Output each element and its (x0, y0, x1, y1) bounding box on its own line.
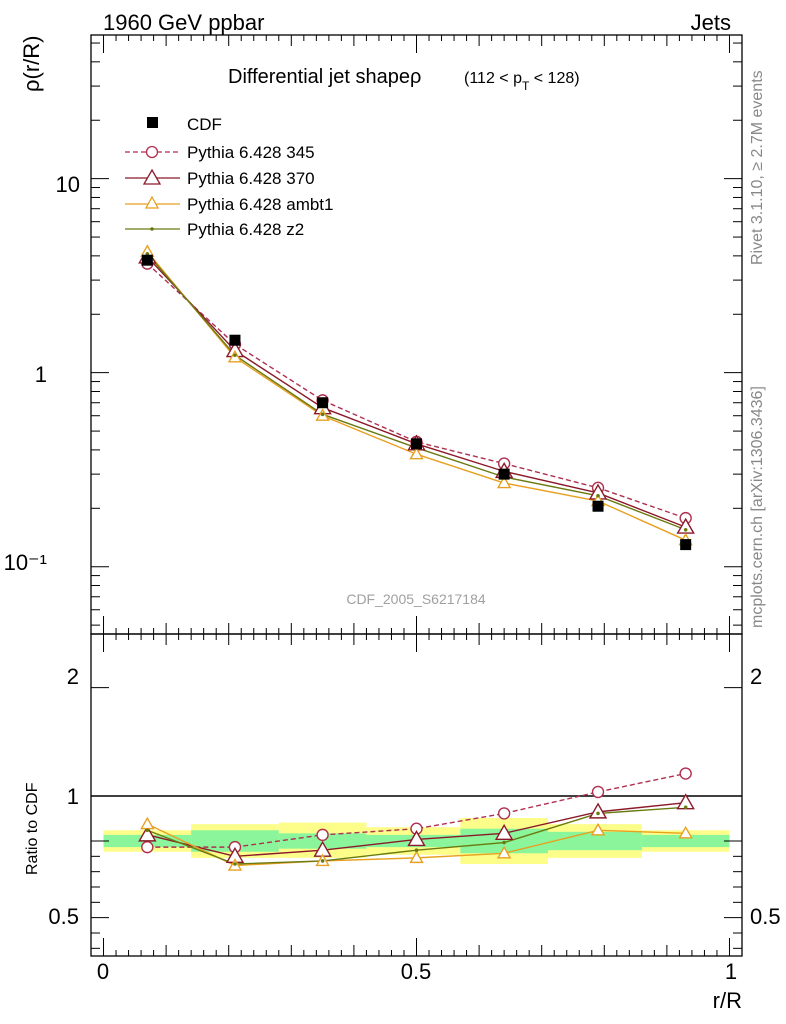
legend-marker-data (147, 117, 158, 128)
ratio-point-1 (407, 830, 426, 847)
main-series-points (138, 244, 695, 551)
chart-title-symbol: ρ (410, 66, 421, 88)
ratio-point-1 (494, 823, 514, 841)
ratio-point-3 (145, 828, 150, 833)
data-point (141, 254, 153, 266)
chart-subtitle-sub: T (522, 79, 530, 93)
analysis-watermark: CDF_2005_S6217184 (346, 591, 486, 607)
chart-title: Differential jet shapeρ (228, 66, 421, 88)
series-point-3 (596, 493, 600, 498)
series-point-2 (409, 446, 424, 460)
x-tick-label-0: 0 (97, 959, 109, 984)
ratio-tick-label-left-0.5: 0.5 (48, 904, 79, 929)
data-point (229, 334, 241, 346)
header-left: 1960 GeV ppbar (103, 10, 264, 35)
x-tick-label-0.5: 0.5 (401, 959, 432, 984)
ratio-point-2 (590, 822, 606, 836)
legend-marker-370 (142, 168, 162, 185)
series-point-3 (233, 353, 237, 358)
data-point (317, 397, 329, 409)
legend-label-370: Pythia 6.428 370 (187, 169, 315, 188)
legend-marker-z2 (150, 227, 154, 231)
ratio-point-0 (591, 785, 605, 799)
ratio-tick-label-right-2: 2 (750, 664, 762, 689)
ratio-panel: 2 1 0.5 2 0.5 Ratio to CDF 0 0.5 1 r/R (24, 633, 781, 1013)
series-point-2 (496, 475, 512, 489)
ratio-tick-label-left-1: 1 (67, 784, 79, 809)
ratio-y-axis-label: Ratio to CDF (24, 782, 41, 875)
legend-marker-345 (145, 145, 159, 159)
chart-subtitle: (112 < pT < 128) (464, 70, 580, 93)
series-point-3 (320, 412, 325, 417)
ratio-point-1 (588, 802, 608, 819)
legend-label-ambt1: Pythia 6.428 ambt1 (187, 195, 333, 214)
rivet-version-label: Rivet 3.1.10, ≥ 2.7M events (749, 70, 766, 265)
ratio-tick-label-right-0.5: 0.5 (750, 904, 781, 929)
ratio-point-3 (683, 805, 688, 810)
chart-title-main: Differential jet shape (228, 66, 410, 88)
data-point (592, 500, 604, 512)
ratio-series-points (138, 767, 695, 871)
band-inner (641, 834, 730, 848)
ratio-point-0 (497, 807, 511, 820)
y-tick-label-1: 1 (35, 362, 47, 387)
series-line-3 (146, 253, 686, 531)
ratio-point-3 (320, 859, 325, 863)
ratio-tick-label-left-2: 2 (67, 664, 79, 689)
y-tick-label-10: 10 (56, 172, 80, 197)
data-point (411, 438, 422, 450)
x-axis-label: r/R (713, 988, 742, 1013)
ratio-axis-ticks (91, 634, 742, 956)
series-point-3 (145, 251, 150, 256)
ratio-point-2 (496, 845, 512, 859)
ratio-point-3 (233, 862, 237, 866)
ratio-frame (90, 633, 743, 957)
ratio-point-3 (502, 840, 506, 845)
ratio-point-2 (409, 850, 424, 864)
ratio-point-0 (679, 767, 692, 780)
legend-label-data: CDF (187, 115, 222, 134)
legend: CDF Pythia 6.428 345 Pythia 6.428 370 Py… (125, 115, 333, 239)
ratio-point-3 (414, 848, 419, 852)
y-axis-label: ρ(r/R) (19, 36, 44, 93)
header-right: Jets (691, 10, 731, 35)
ratio-point-1 (138, 825, 157, 842)
legend-label-345: Pythia 6.428 345 (187, 143, 315, 162)
main-panel: 10⁻¹ 1 10 ρ(r/R) Differential jet shapeρ… (4, 34, 743, 635)
y-tick-label-0.1: 10⁻¹ (4, 550, 47, 575)
ratio-point-0 (316, 828, 329, 842)
mcplots-label: mcplots.cern.ch [arXiv:1306.3436] (749, 386, 766, 628)
main-axis-ticks (91, 35, 742, 634)
series-line-1 (146, 256, 686, 528)
data-point (680, 539, 692, 551)
series-line-0 (146, 263, 686, 519)
ratio-point-3 (596, 811, 600, 816)
legend-marker-ambt1 (144, 195, 160, 209)
chart-subtitle-end: < 128) (529, 70, 579, 87)
series-point-3 (683, 527, 688, 532)
data-point (498, 468, 510, 480)
ratio-point-2 (678, 825, 693, 839)
legend-label-z2: Pythia 6.428 z2 (187, 220, 304, 239)
chart-subtitle-main: (112 < p (464, 70, 522, 87)
x-tick-label-1: 1 (725, 959, 737, 984)
ratio-point-2 (140, 816, 155, 830)
ratio-point-0 (141, 840, 154, 854)
